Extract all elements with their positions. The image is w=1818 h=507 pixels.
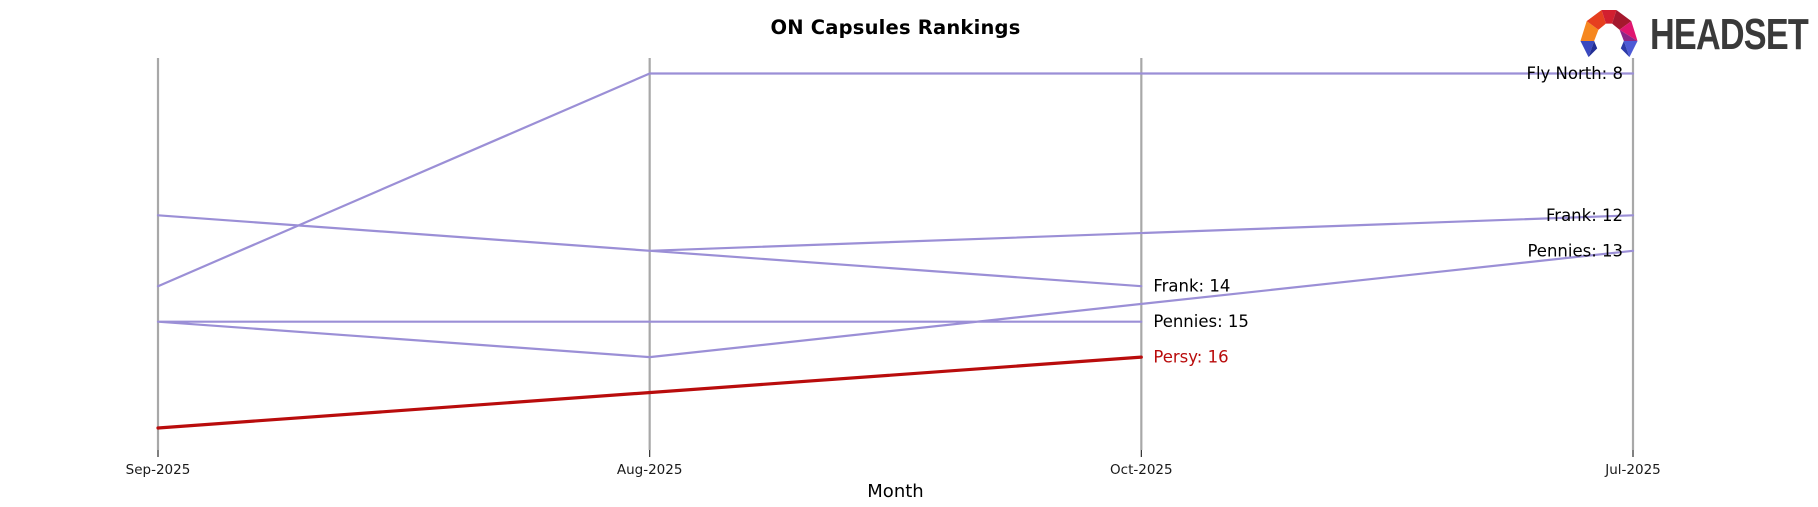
point-label-fly-north-8: Fly North: 8 xyxy=(1526,64,1623,83)
logo-facet-purple xyxy=(1619,29,1638,41)
tick-label-sep-2025: Sep-2025 xyxy=(126,462,191,478)
x-axis-label: Month xyxy=(867,481,923,502)
tick-label-oct-2025: Oct-2025 xyxy=(1110,462,1173,478)
point-label-frank-12: Frank: 12 xyxy=(1546,206,1623,225)
logo-foot-left-dark xyxy=(1588,40,1598,58)
logo-facet-crimson xyxy=(1601,9,1617,24)
series-line-persy xyxy=(156,355,1143,430)
headset-logo-icon xyxy=(1580,9,1638,58)
point-label-frank-14: Frank: 14 xyxy=(1153,277,1230,296)
point-label-persy-16: Persy: 16 xyxy=(1153,348,1228,367)
series-line-fly-north xyxy=(156,72,1635,288)
tick-label-aug-2025: Aug-2025 xyxy=(617,462,683,478)
logo-facet-orange xyxy=(1580,21,1599,41)
logo-foot-right-dark xyxy=(1620,40,1630,58)
logo-foot-left-light xyxy=(1580,40,1595,58)
logo-foot-right-light xyxy=(1623,40,1638,58)
point-label-pennies-15: Pennies: 15 xyxy=(1153,312,1249,331)
headset-logo-text: HEADSET xyxy=(1650,10,1809,59)
tick-label-jul-2025: Jul-2025 xyxy=(1604,462,1661,478)
logo-facet-darkred xyxy=(1612,9,1632,30)
point-label-pennies-13: Pennies: 13 xyxy=(1527,241,1623,260)
logo-facet-redorange xyxy=(1586,9,1606,30)
headset-logo: HEADSET xyxy=(1580,9,1810,59)
logo-facet-magenta xyxy=(1619,21,1638,41)
chart-title: ON Capsules Rankings xyxy=(770,16,1021,39)
series-line-pennies xyxy=(156,249,1635,359)
series-line-frank xyxy=(156,214,1635,288)
